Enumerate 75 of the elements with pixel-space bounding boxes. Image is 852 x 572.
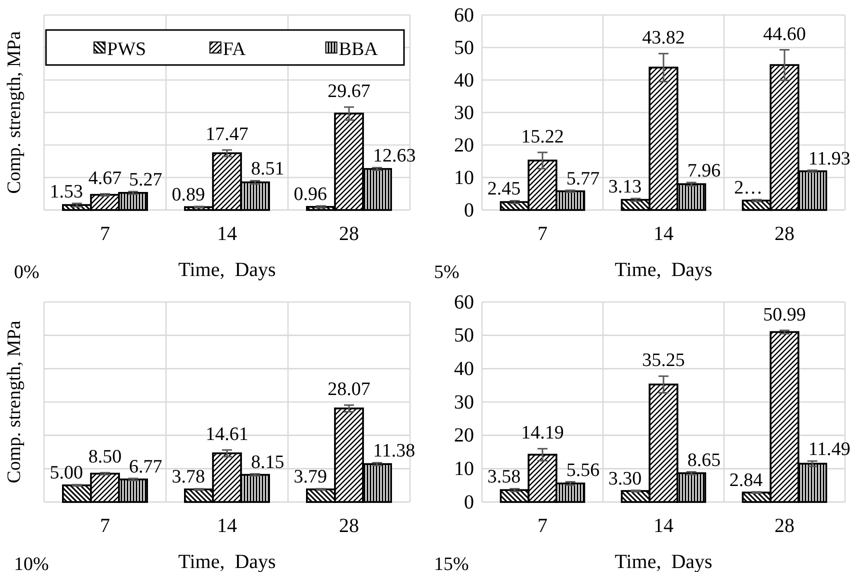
x-tick-label: 14: [217, 515, 237, 538]
text: 5%: [434, 262, 460, 283]
legend-label: BBA: [338, 39, 378, 60]
data-label: 0.96: [294, 184, 327, 205]
data-label: 43.82: [642, 28, 685, 49]
data-label: 8.51: [251, 158, 284, 180]
x-tick-label: 28: [774, 515, 794, 538]
data-label: 28.07: [328, 379, 370, 400]
data-label: 3.79: [294, 466, 327, 488]
data-label: 11.38: [373, 440, 416, 462]
data-label: 3.13: [608, 176, 642, 198]
data-label: 5.56: [566, 460, 600, 481]
x-axis-title: Time, Days: [178, 551, 276, 572]
data-label: 35.25: [642, 350, 685, 372]
x-tick-label: 14: [654, 223, 674, 246]
data-label: 5.00: [50, 462, 83, 484]
data-label: 3.78: [172, 466, 205, 488]
text: 15%: [434, 554, 469, 572]
x-tick-label: 7: [100, 515, 110, 538]
y-tick-label: 40: [454, 358, 474, 380]
data-label: 50.99: [763, 304, 806, 326]
y-tick-label: 40: [454, 69, 474, 92]
data-label: 7.96: [687, 160, 721, 182]
x-tick-label: 7: [538, 223, 548, 246]
data-label: 14.19: [521, 422, 564, 444]
data-label: 5.27: [129, 170, 162, 191]
legend-label: FA: [222, 39, 246, 60]
data-label: 2…: [734, 178, 763, 199]
data-label: 8.15: [251, 452, 284, 473]
y-tick-label: 60: [454, 4, 474, 26]
data-label: 2.45: [487, 178, 521, 200]
data-label: 6.77: [129, 456, 162, 478]
x-tick-label: 7: [538, 515, 548, 538]
y-axis-title: Comp. strength, MPa: [4, 30, 25, 194]
text: 10%: [14, 554, 49, 572]
data-label: 14.61: [206, 424, 248, 445]
x-axis-title: Time, Days: [614, 551, 713, 572]
y-axis-title: Comp. strength, MPa: [4, 320, 25, 484]
y-tick-label: 20: [454, 424, 474, 447]
x-axis-title: Time, Days: [614, 259, 713, 281]
text: 0%: [14, 262, 40, 283]
data-label: 11.49: [808, 439, 850, 460]
x-tick-label: 28: [774, 223, 794, 246]
x-axis-title: Time, Days: [178, 259, 276, 281]
y-tick-label: 30: [454, 391, 474, 414]
y-tick-label: 50: [454, 324, 474, 347]
x-tick-label: 14: [654, 515, 674, 538]
data-label: 3.58: [487, 466, 521, 488]
x-tick-label: 28: [339, 223, 359, 246]
y-tick-label: 60: [454, 291, 474, 314]
data-label: 15.22: [521, 126, 564, 148]
x-tick-label: 28: [339, 515, 359, 538]
y-tick-label: 30: [454, 102, 474, 124]
data-label: 0.89: [172, 184, 205, 206]
y-tick-label: 50: [454, 36, 474, 59]
y-tick-label: 10: [454, 458, 474, 480]
legend-label: PWS: [107, 39, 146, 60]
data-label: 8.65: [687, 450, 721, 471]
y-tick-label: 10: [454, 166, 474, 189]
y-tick-label: 0: [464, 491, 474, 514]
data-label: 29.67: [328, 81, 370, 102]
data-label: 44.60: [763, 24, 806, 45]
data-label: 8.50: [88, 446, 122, 468]
data-label: 17.47: [206, 124, 248, 145]
data-label: 12.63: [373, 146, 416, 167]
data-label: 2.84: [729, 470, 764, 491]
y-tick-label: 0: [464, 199, 474, 222]
x-tick-label: 14: [217, 223, 237, 246]
data-label: 11.93: [808, 148, 850, 170]
data-label: 5.77: [566, 168, 600, 190]
data-label: 1.53: [50, 181, 83, 202]
data-label: 4.67: [88, 168, 122, 189]
data-label: 3.30: [608, 468, 642, 490]
x-tick-label: 7: [100, 223, 110, 246]
y-tick-label: 20: [454, 134, 474, 156]
